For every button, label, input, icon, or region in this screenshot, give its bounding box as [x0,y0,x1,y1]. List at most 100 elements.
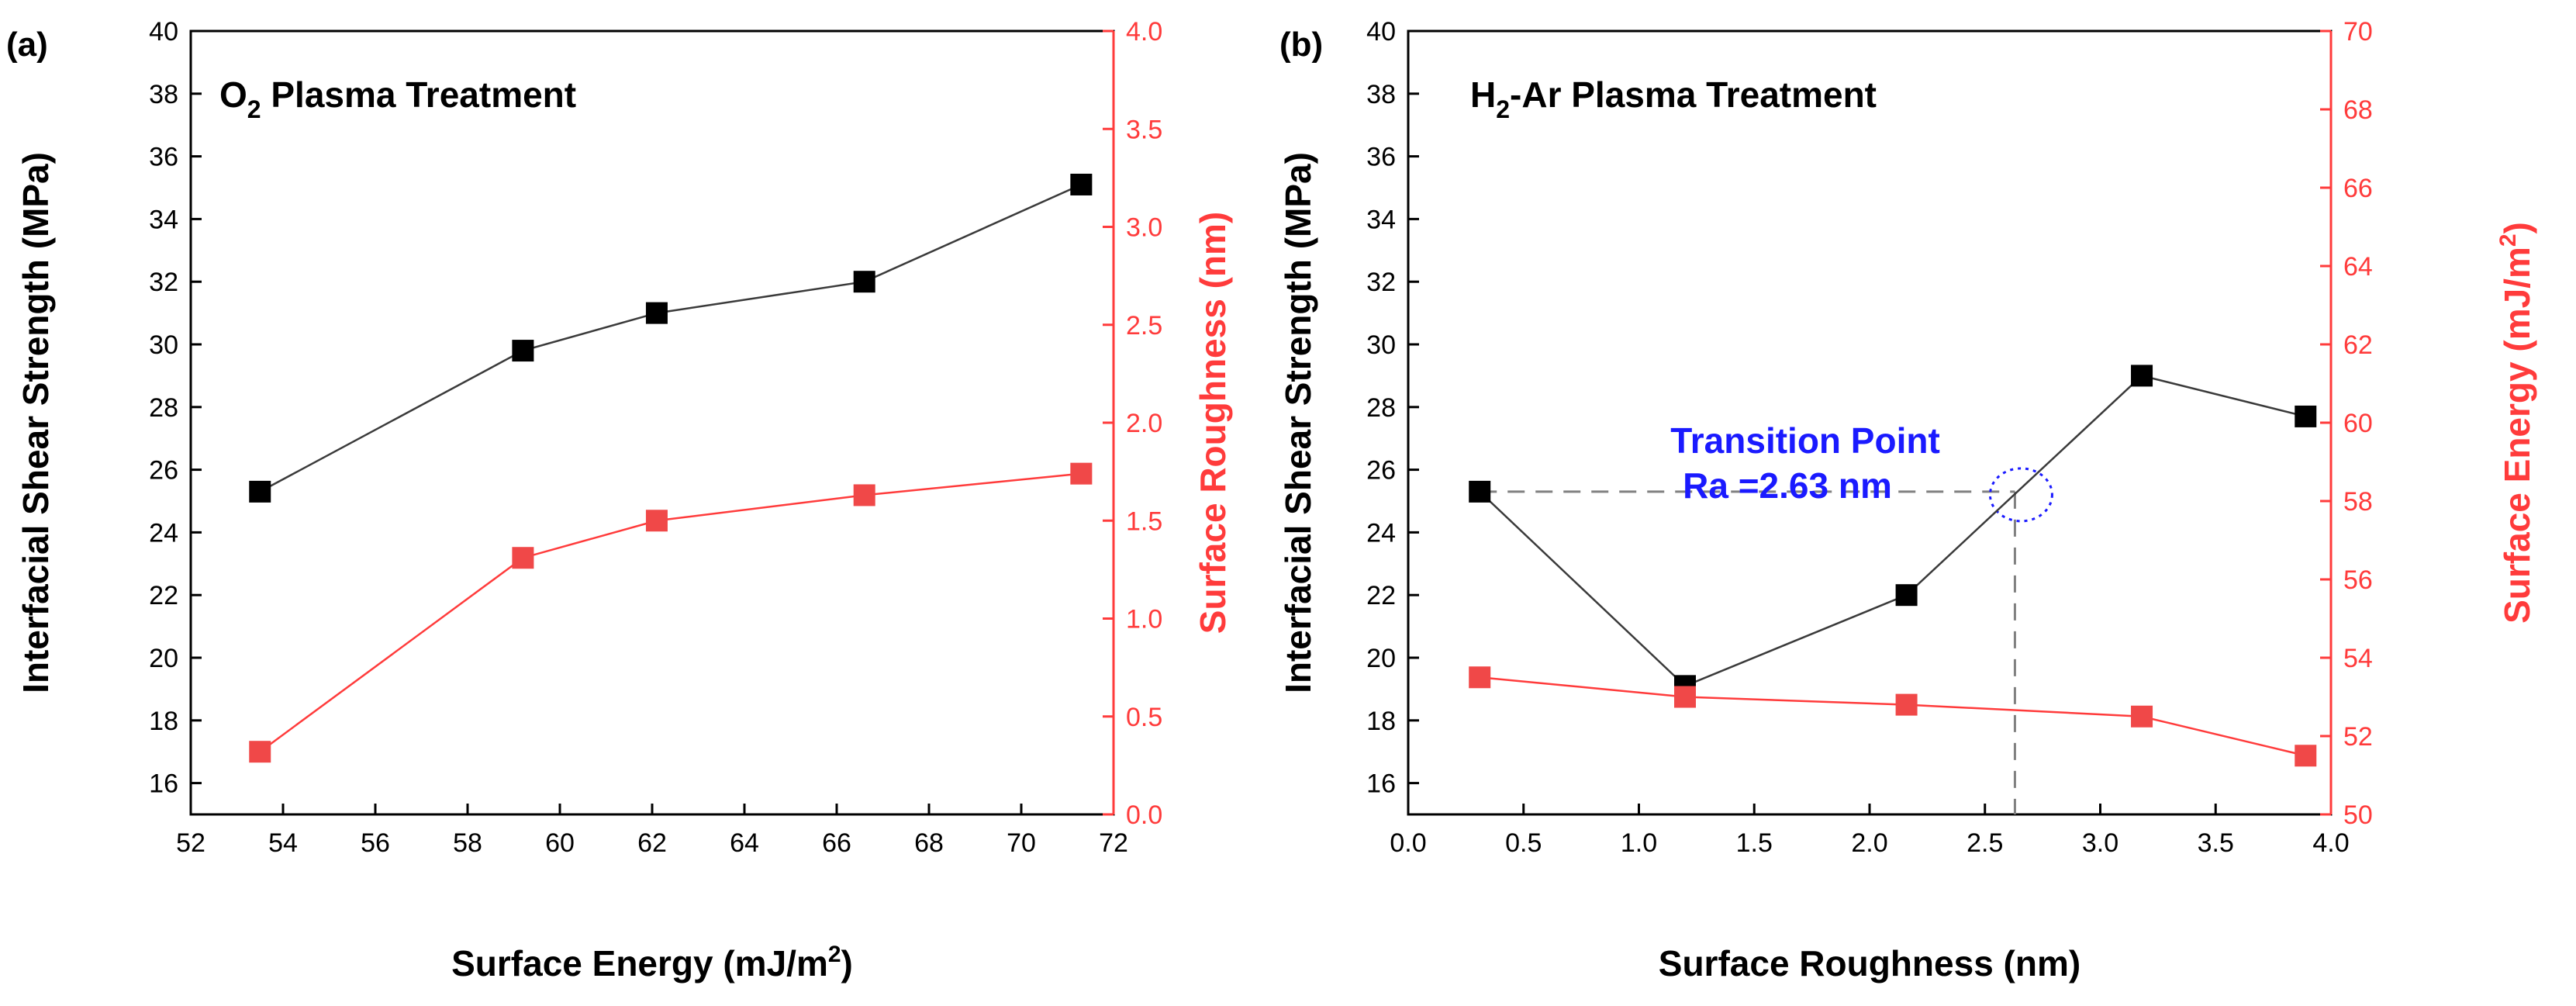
panel-b-y2-ticks: 50 52 54 56 58 60 62 64 66 68 70 [2320,17,2373,830]
panel-b-series [1469,365,2317,767]
panel-a-x-tick-label: 54 [268,828,298,858]
panel-a-y-tick-label: 36 [149,143,178,172]
panel-a-y2-ticks: 0.0 0.5 1.0 1.5 2.0 2.5 3.0 3.5 4.0 [1103,17,1162,830]
panel-b-y-tick-label: 36 [1366,143,1396,172]
panel-a-y-tick-label: 22 [149,581,178,610]
panel-a-x-tick-label: 64 [730,828,759,858]
panel-b-x-tick-label: 1.5 [1736,828,1773,858]
panel-b-y-tick-label: 20 [1366,644,1396,673]
transition-point-circle [1988,467,2053,523]
panel-a-y2-tick-label: 3.0 [1126,213,1162,243]
panel-a-y2-tick-label: 1.0 [1126,605,1162,634]
panel-a-x-tick-label: 58 [453,828,482,858]
panel-b-y2-tick-label: 50 [2343,800,2373,830]
panel-b-y2-tick-label: 70 [2343,17,2373,47]
panel-b-series-red-point [1674,686,1696,708]
panel-a-x-tick-label: 68 [914,828,944,858]
panel-b-series-red-line [1480,676,2306,757]
panel-b-y2-tick-label: 68 [2343,95,2373,125]
panel-a-series-black-point [512,340,534,362]
panel-a-series [249,173,1093,763]
panel-a-x-tick-label: 70 [1007,828,1036,858]
panel-b-y-tick-label: 24 [1366,518,1396,548]
panel-b-series-black-point [2295,405,2317,427]
panel-a-x-tick-label: 66 [822,828,851,858]
panel-b-y2-tick-label: 54 [2343,644,2373,673]
panel-a-y-tick-label: 28 [149,393,178,423]
panel-b-y2-tick-label: 56 [2343,565,2373,595]
panel-b-guides [1480,467,2053,814]
panel-a-letter: (a) [6,26,48,64]
panel-b-x-tick-label: 0.5 [1505,828,1542,858]
transition-ra-label: Ra =2.63 nm [1683,465,1892,506]
panel-a-series-black-point [249,480,271,503]
panel-b-y2-tick-label: 52 [2343,722,2373,752]
panel-b-y-tick-label: 28 [1366,393,1396,423]
panel-b-y2-tick-label: 66 [2343,174,2373,203]
panel-a-series-red-line [259,472,1082,753]
panel-a-y-tick-label: 30 [149,330,178,360]
panel-a-x-tick-label: 52 [176,828,205,858]
panel-b-x-tick-label: 4.0 [2312,828,2349,858]
panel-a-x-ticks: 52 54 56 58 60 62 64 66 68 70 72 [176,804,1128,858]
panel-b-y2-tick-label: 60 [2343,409,2373,438]
panel-a-y-ticks: 16 18 20 22 24 26 28 30 32 34 36 38 40 [149,17,202,799]
panel-a-x-tick-label: 62 [637,828,667,858]
panel-b-series-black-point [2131,365,2153,387]
panel-a-y2-tick-label: 0.5 [1126,703,1162,732]
panel-a-y2-tick-label: 2.5 [1126,311,1162,341]
panel-b-letter: (b) [1279,26,1323,64]
panel-b-y-tick-label: 38 [1366,80,1396,109]
panel-b-series-red-point [2131,705,2153,728]
panel-b-y-axis-label: Interfacial Shear Strength (MPa) [1278,152,1318,693]
panel-b-y2-tick-label: 64 [2343,252,2373,282]
panel-b-series-red-point [2295,745,2317,767]
panel-a-series-black-line [259,183,1082,493]
panel-b-y-tick-label: 18 [1366,707,1396,736]
panel-a-x-tick-label: 60 [545,828,575,858]
panel-b-y-tick-label: 16 [1366,769,1396,799]
panel-b-y-tick-label: 22 [1366,581,1396,610]
panel-a-y2-tick-label: 4.0 [1126,17,1162,47]
panel-b-y-ticks: 16 18 20 22 24 26 28 30 32 34 36 38 40 [1366,17,1419,799]
panel-a-x-tick-label: 72 [1099,828,1128,858]
panel-a-y-tick-label: 18 [149,707,178,736]
panel-b-x-tick-label: 3.0 [2082,828,2118,858]
panel-a-y-tick-label: 40 [149,17,178,47]
panel-a-series-red-point [512,547,534,569]
panel-b-series-red-point [1895,693,1918,716]
panel-a-y-tick-label: 26 [149,456,178,486]
panel-b-series-black-point [1469,480,1491,503]
panel-b-x-tick-label: 2.0 [1851,828,1887,858]
panel-a-series-red-point [249,741,271,763]
panel-a-y2-axis-label: Surface Roughness (nm) [1193,212,1233,634]
panel-b-series-red-point [1469,666,1491,689]
panel-a-x-tick-label: 56 [361,828,390,858]
panel-a-y-tick-label: 16 [149,769,178,799]
panel-b-x-tick-label: 0.0 [1390,828,1426,858]
panel-b-series-black-point [1895,584,1918,607]
panel-a-series-black-point [853,271,875,293]
panel-a-frame [189,29,1115,816]
panel-a-series-red-point [1070,462,1093,485]
panel-a-y-tick-label: 34 [149,205,178,234]
transition-point-label: Transition Point [1670,420,1940,461]
panel-b-x-tick-label: 2.5 [1967,828,2003,858]
panel-b-y-tick-label: 30 [1366,330,1396,360]
panel-a-y-axis-label: Interfacial Shear Strength (MPa) [16,152,56,693]
panel-b-x-ticks: 0.0 0.5 1.0 1.5 2.0 2.5 3.0 3.5 4.0 [1390,804,2350,858]
panel-b-y2-tick-label: 62 [2343,330,2373,360]
panel-a-y-tick-label: 38 [149,80,178,109]
panel-a-y-tick-label: 20 [149,644,178,673]
panel-a-series-red-point [853,484,875,506]
panel-a-y2-tick-label: 1.5 [1126,506,1162,536]
panel-a-y2-tick-label: 2.0 [1126,409,1162,438]
panel-a: (a) O2 Plasma Treatment 52 54 56 58 60 62 64 66… [6,17,1233,984]
panel-a-y2-tick-label: 3.5 [1126,115,1162,144]
panel-b-y-tick-label: 34 [1366,205,1396,234]
panel-b-x-axis-label: Surface Roughness (nm) [1659,943,2080,984]
panel-a-series-black-point [645,302,668,324]
panel-b-y-tick-label: 40 [1366,17,1396,47]
panel-a-x-axis-label: Surface Energy (mJ/m2) [451,942,853,984]
